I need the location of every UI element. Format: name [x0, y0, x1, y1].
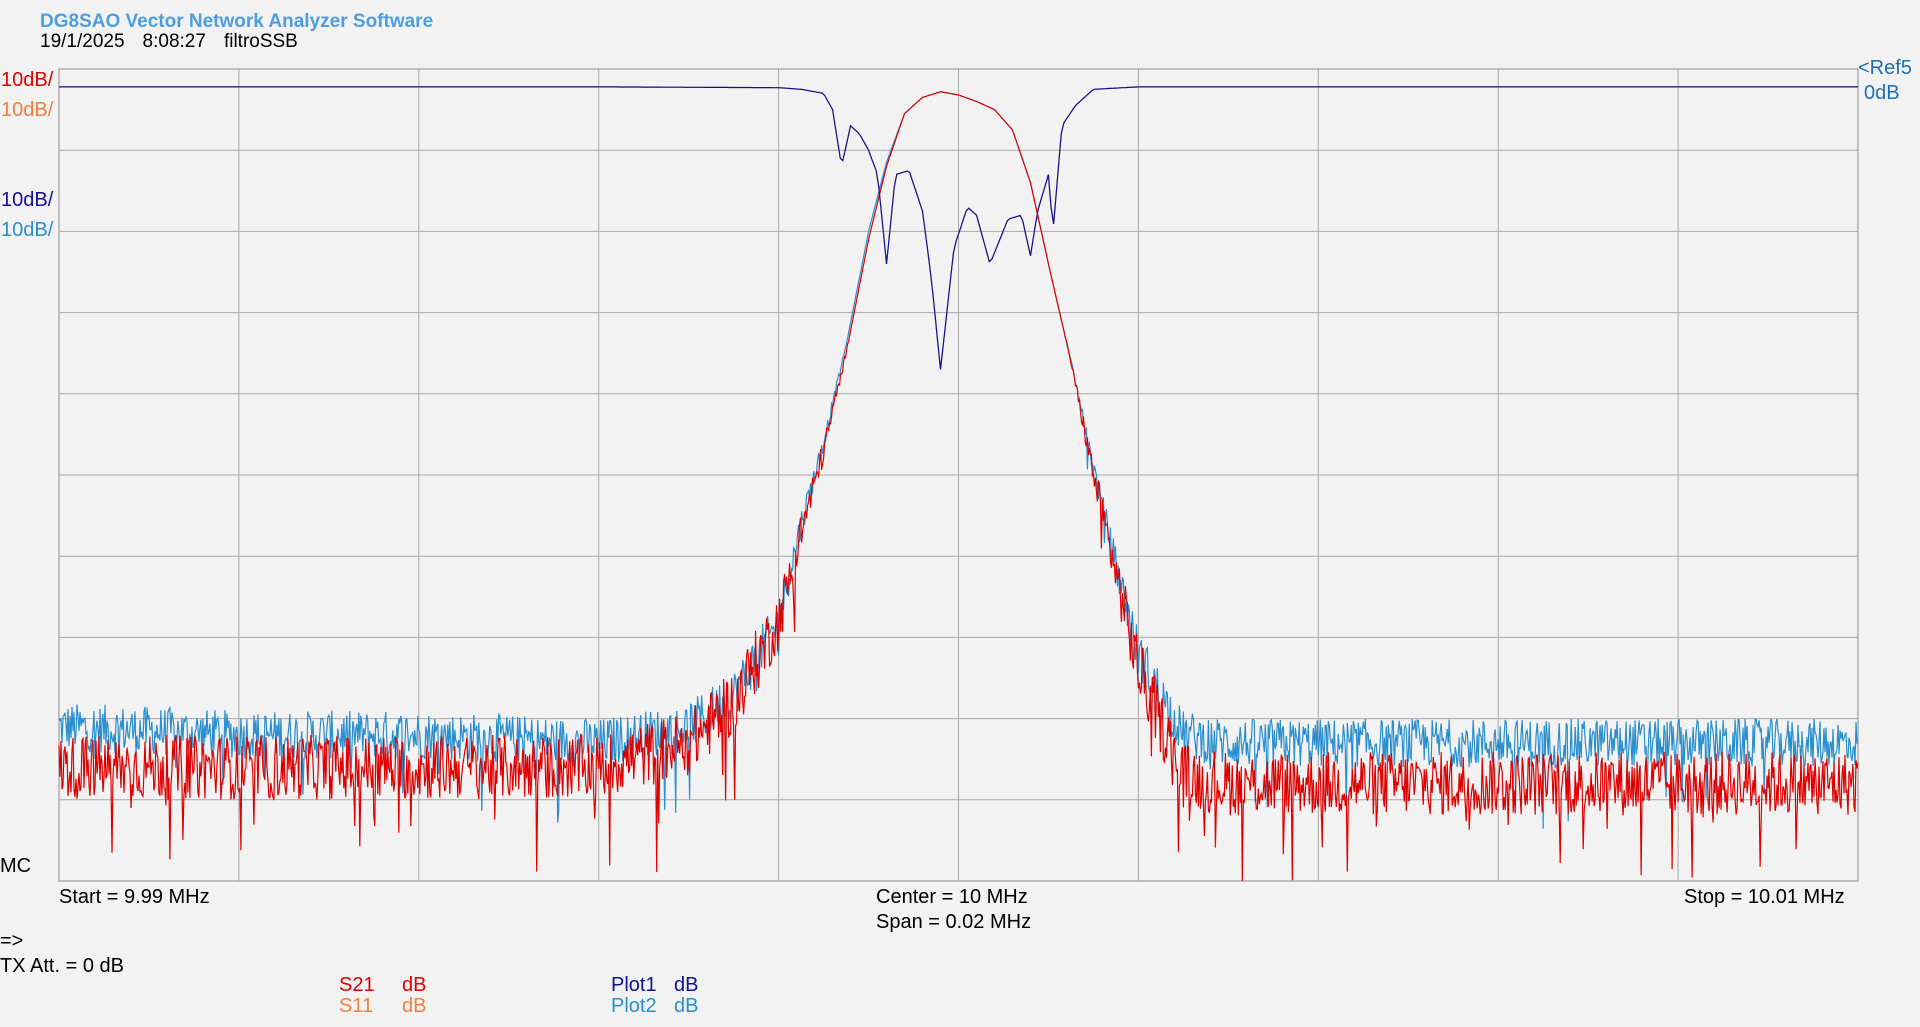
ref-level-value: 0dB [1864, 82, 1900, 104]
legend-s11-unit: dB [402, 995, 427, 1017]
command-prompt[interactable]: => [0, 930, 24, 952]
legend-plot1-unit: dB [674, 974, 699, 996]
legend-s11-name: S11 [339, 995, 374, 1017]
trace-plot1 [59, 86, 1858, 370]
legend-s21-unit: dB [402, 974, 427, 996]
legend-plot2-name: Plot2 [611, 995, 657, 1017]
legend-s21-name: S21 [339, 974, 375, 996]
ref-level-label: <Ref5 [1858, 57, 1912, 79]
scale-label-s11: 10dB/ [1, 99, 54, 121]
trace-s21 [58, 91, 1859, 882]
legend-plot1-name: Plot1 [611, 974, 657, 996]
stop-frequency: Stop = 10.01 MHz [1684, 886, 1845, 908]
span-frequency: Span = 0.02 MHz [876, 911, 1032, 933]
mc-label: MC [0, 855, 32, 877]
center-frequency: Center = 10 MHz [876, 886, 1028, 908]
app-title: DG8SAO Vector Network Analyzer Software [40, 11, 434, 32]
scale-label-plot2: 10dB/ [1, 219, 54, 241]
start-frequency: Start = 9.99 MHz [59, 886, 210, 908]
date-text: 19/1/2025 [40, 31, 125, 52]
timestamp-line: 19/1/2025 8:08:27 filtroSSB [40, 31, 316, 53]
tx-attenuation: TX Att. = 0 dB [0, 955, 124, 977]
scale-label-plot1: 10dB/ [1, 189, 54, 211]
time-text: 8:08:27 [142, 31, 206, 52]
legend-plot2-unit: dB [674, 995, 699, 1017]
file-name: filtroSSB [223, 31, 298, 52]
scale-label-s21: 10dB/ [1, 69, 54, 91]
